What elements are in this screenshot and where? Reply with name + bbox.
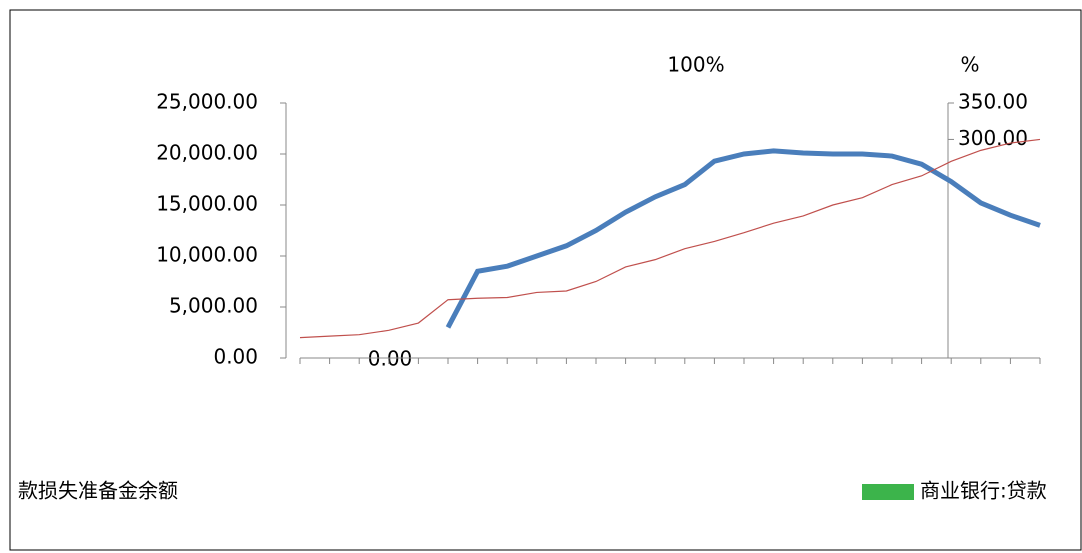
y2-label: % [960, 53, 979, 77]
y2-tick-label: 350.00 [958, 90, 1028, 114]
legend-label: 款损失准备金余额 [18, 479, 178, 503]
y-tick-label: 15,000.00 [156, 192, 258, 216]
y-tick-label: 5,000.00 [169, 294, 258, 318]
legend-swatch [862, 484, 914, 500]
series-line [299, 138, 1041, 339]
y-tick-label: 0.00 [213, 345, 258, 369]
legend-label: 商业银行:贷款 [920, 479, 1047, 503]
y-tick-label: 10,000.00 [156, 243, 258, 267]
y-tick-label: 25,000.00 [156, 90, 258, 114]
y2-tick-label: 300.00 [958, 126, 1028, 150]
frame [9, 9, 1082, 551]
series-line [445, 148, 1041, 329]
chart-title: 100% [667, 53, 724, 77]
y-tick-label: 20,000.00 [156, 141, 258, 165]
